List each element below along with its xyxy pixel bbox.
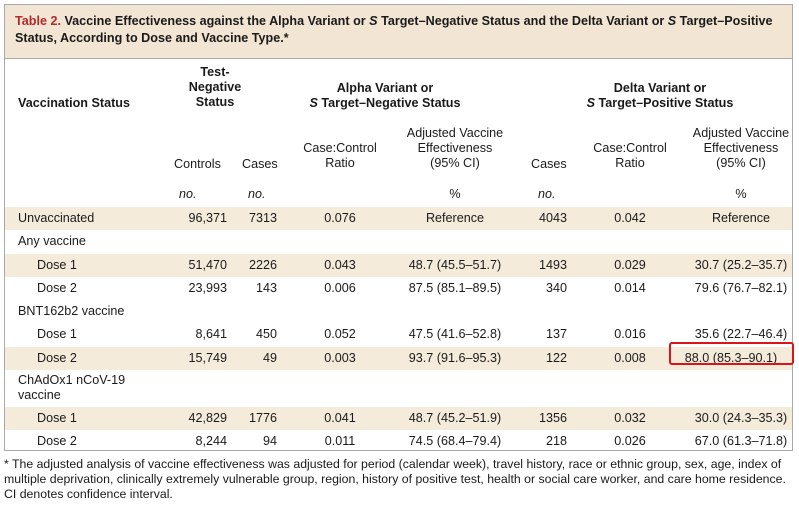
row-label: Dose 2 bbox=[37, 281, 77, 295]
row-label: Unvaccinated bbox=[18, 211, 95, 225]
cell-delta-cases: 340 bbox=[545, 281, 567, 295]
row-stripe bbox=[5, 254, 792, 277]
row-group-label: ChAdOx1 nCoV-19 vaccine bbox=[18, 373, 126, 402]
cell-delta-ve: 35.6 (22.7–46.4) bbox=[694, 327, 788, 341]
table-number: Table 2. bbox=[15, 14, 61, 28]
cell-alpha-ve: 48.7 (45.2–51.9) bbox=[408, 411, 502, 425]
cell-alpha-cases: 7313 bbox=[248, 211, 277, 225]
header-alpha-group: Alpha Variant or S Target–Negative Statu… bbox=[309, 81, 461, 110]
row-label: Dose 1 bbox=[37, 411, 77, 425]
cell-controls: 42,829 bbox=[188, 411, 227, 425]
cell-delta-ve: 67.0 (61.3–71.8) bbox=[694, 434, 788, 448]
cell-delta-cases: 218 bbox=[545, 434, 567, 448]
cell-delta-cases: 4043 bbox=[538, 211, 567, 225]
cell-alpha-ratio: 0.043 bbox=[324, 258, 356, 272]
cell-alpha-ratio: 0.052 bbox=[324, 327, 356, 341]
cell-alpha-ve: 74.5 (68.4–79.4) bbox=[408, 434, 502, 448]
cell-delta-ratio: 0.026 bbox=[614, 434, 646, 448]
header-controls: Controls bbox=[174, 157, 221, 171]
cell-alpha-ratio: 0.011 bbox=[324, 434, 356, 448]
cell-delta-cases: 137 bbox=[545, 327, 567, 341]
row-group-label: Any vaccine bbox=[18, 234, 86, 248]
cell-alpha-cases: 49 bbox=[262, 351, 277, 365]
header-delta-ve: Adjusted Vaccine Effectiveness (95% CI) bbox=[692, 126, 790, 170]
cell-delta-ve: 30.7 (25.2–35.7) bbox=[694, 258, 788, 272]
cell-alpha-ve: Reference bbox=[425, 211, 485, 225]
cell-alpha-ve: 47.5 (41.6–52.8) bbox=[408, 327, 502, 341]
cell-delta-ratio: 0.029 bbox=[614, 258, 646, 272]
header-delta-group: Delta Variant or S Target–Positive Statu… bbox=[586, 81, 734, 110]
cell-alpha-cases: 2226 bbox=[248, 258, 277, 272]
row-label: Dose 1 bbox=[37, 327, 77, 341]
cell-delta-ratio: 0.016 bbox=[614, 327, 646, 341]
cell-delta-ratio: 0.032 bbox=[614, 411, 646, 425]
cell-delta-ratio: 0.014 bbox=[614, 281, 646, 295]
title-text-c: Target–Positive Status, According to Dos… bbox=[15, 14, 773, 45]
row-label: Dose 2 bbox=[37, 351, 77, 365]
cell-delta-ve-highlighted: 88.0 (85.3–90.1) bbox=[684, 351, 778, 365]
header-vaccination-status: Vaccination Status bbox=[18, 96, 130, 110]
cell-alpha-ve: 87.5 (85.1–89.5) bbox=[408, 281, 502, 295]
cell-delta-ve: 79.6 (76.7–82.1) bbox=[694, 281, 788, 295]
cell-delta-cases: 1493 bbox=[538, 258, 567, 272]
cell-alpha-ratio: 0.041 bbox=[324, 411, 356, 425]
unit-alpha-ve: % bbox=[449, 187, 461, 201]
cell-delta-ve: 30.0 (24.3–35.3) bbox=[694, 411, 788, 425]
row-group-label: BNT162b2 vaccine bbox=[18, 304, 125, 318]
cell-delta-ratio: 0.042 bbox=[614, 211, 646, 225]
table-title: Table 2. Vaccine Effectiveness against t… bbox=[5, 5, 792, 59]
cell-alpha-ratio: 0.003 bbox=[324, 351, 356, 365]
title-text-a: Vaccine Effectiveness against the Alpha … bbox=[60, 14, 370, 28]
row-stripe bbox=[5, 407, 792, 430]
unit-alpha-cases: no. bbox=[248, 187, 266, 201]
cell-alpha-ratio: 0.006 bbox=[324, 281, 356, 295]
cell-delta-cases: 122 bbox=[545, 351, 567, 365]
cell-delta-ratio: 0.008 bbox=[614, 351, 646, 365]
cell-controls: 51,470 bbox=[188, 258, 227, 272]
unit-controls: no. bbox=[179, 187, 197, 201]
title-s1: S bbox=[369, 14, 378, 28]
cell-alpha-ve: 93.7 (91.6–95.3) bbox=[408, 351, 502, 365]
cell-alpha-cases: 94 bbox=[262, 434, 277, 448]
unit-delta-cases: no. bbox=[538, 187, 556, 201]
cell-alpha-ve: 48.7 (45.5–51.7) bbox=[408, 258, 502, 272]
row-label: Dose 1 bbox=[37, 258, 77, 272]
title-text-b: Target–Negative Status and the Delta Var… bbox=[377, 14, 668, 28]
cell-delta-ve: Reference bbox=[711, 211, 771, 225]
cell-alpha-ratio: 0.076 bbox=[324, 211, 356, 225]
cell-alpha-cases: 143 bbox=[255, 281, 277, 295]
cell-controls: 23,993 bbox=[188, 281, 227, 295]
cell-delta-cases: 1356 bbox=[538, 411, 567, 425]
highlight-box bbox=[669, 342, 794, 365]
row-stripe bbox=[5, 347, 792, 370]
header-alpha-ratio: Case:Control Ratio bbox=[303, 141, 377, 170]
row-label: Dose 2 bbox=[37, 434, 77, 448]
cell-controls: 96,371 bbox=[188, 211, 227, 225]
row-stripe bbox=[5, 207, 792, 230]
header-test-negative: Test- Negative Status bbox=[188, 65, 242, 109]
unit-delta-ve: % bbox=[735, 187, 747, 201]
cell-controls: 8,641 bbox=[195, 327, 227, 341]
header-delta-cases: Cases bbox=[531, 157, 567, 171]
title-s2: S bbox=[667, 14, 677, 28]
table-frame: Table 2. Vaccine Effectiveness against t… bbox=[4, 4, 794, 451]
cell-alpha-cases: 450 bbox=[255, 327, 277, 341]
header-alpha-ve: Adjusted Vaccine Effectiveness (95% CI) bbox=[406, 126, 504, 170]
table-footnote: * The adjusted analysis of vaccine effec… bbox=[4, 457, 786, 501]
cell-alpha-cases: 1776 bbox=[248, 411, 277, 425]
cell-controls: 8,244 bbox=[195, 434, 227, 448]
header-delta-ratio: Case:Control Ratio bbox=[593, 141, 667, 170]
header-alpha-cases: Cases bbox=[242, 157, 278, 171]
cell-controls: 15,749 bbox=[188, 351, 227, 365]
